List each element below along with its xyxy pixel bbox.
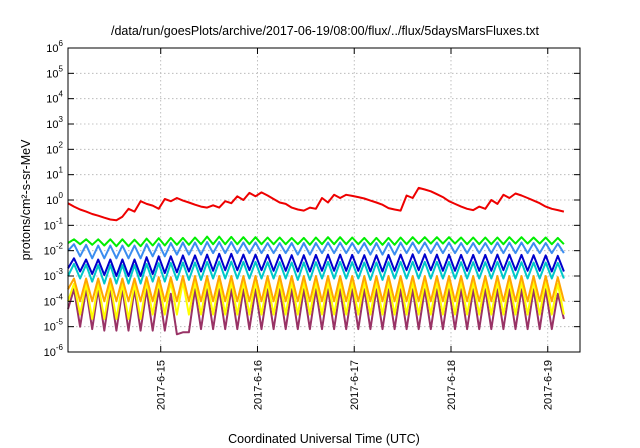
- x-tick-label: 2017-6-18: [446, 360, 458, 410]
- y-tick-label: 104: [46, 90, 63, 106]
- x-axis-label: Coordinated Universal Time (UTC): [228, 432, 420, 446]
- y-tick-label: 10-1: [44, 216, 64, 232]
- series-line-3: [67, 252, 565, 277]
- series-line-7: [67, 288, 565, 336]
- y-axis: 10-6 10-5 10-4 10-3 10-2 10-1 100 101 102 103 104 1…: [44, 39, 580, 359]
- series-line-4: [67, 260, 565, 285]
- series-line-5: [67, 275, 565, 303]
- y-tick-label: 10-3: [44, 267, 64, 283]
- x-tick-label: 2017-6-15: [156, 360, 168, 410]
- x-tick-label: 2017-6-17: [349, 360, 361, 410]
- y-tick-label: 101: [46, 166, 63, 182]
- series-group: [67, 186, 565, 336]
- chart-title: /data/run/goesPlots/archive/2017-06-19/0…: [111, 24, 540, 38]
- series-line-1: [67, 235, 565, 248]
- y-tick-label: 100: [46, 191, 63, 207]
- y-tick-label: 105: [46, 64, 63, 80]
- y-tick-label: 10-4: [44, 292, 64, 308]
- y-tick-label: 10-2: [44, 242, 64, 258]
- y-tick-label: 103: [46, 115, 63, 131]
- y-tick-label: 10-6: [44, 343, 64, 359]
- series-line-6: [67, 280, 565, 320]
- y-tick-label: 102: [46, 140, 63, 156]
- series-line-2: [67, 241, 565, 260]
- x-tick-label: 2017-6-19: [543, 360, 555, 410]
- y-axis-label: protons/cm²-s-sr-MeV: [19, 139, 33, 261]
- series-line-0: [67, 186, 565, 222]
- y-tick-label: 106: [46, 39, 63, 55]
- y-tick-label: 10-5: [44, 318, 64, 334]
- x-tick-label: 2017-6-16: [252, 360, 264, 410]
- x-axis: 2017-6-15 2017-6-16 2017-6-17 2017-6-18 2017…: [156, 48, 555, 410]
